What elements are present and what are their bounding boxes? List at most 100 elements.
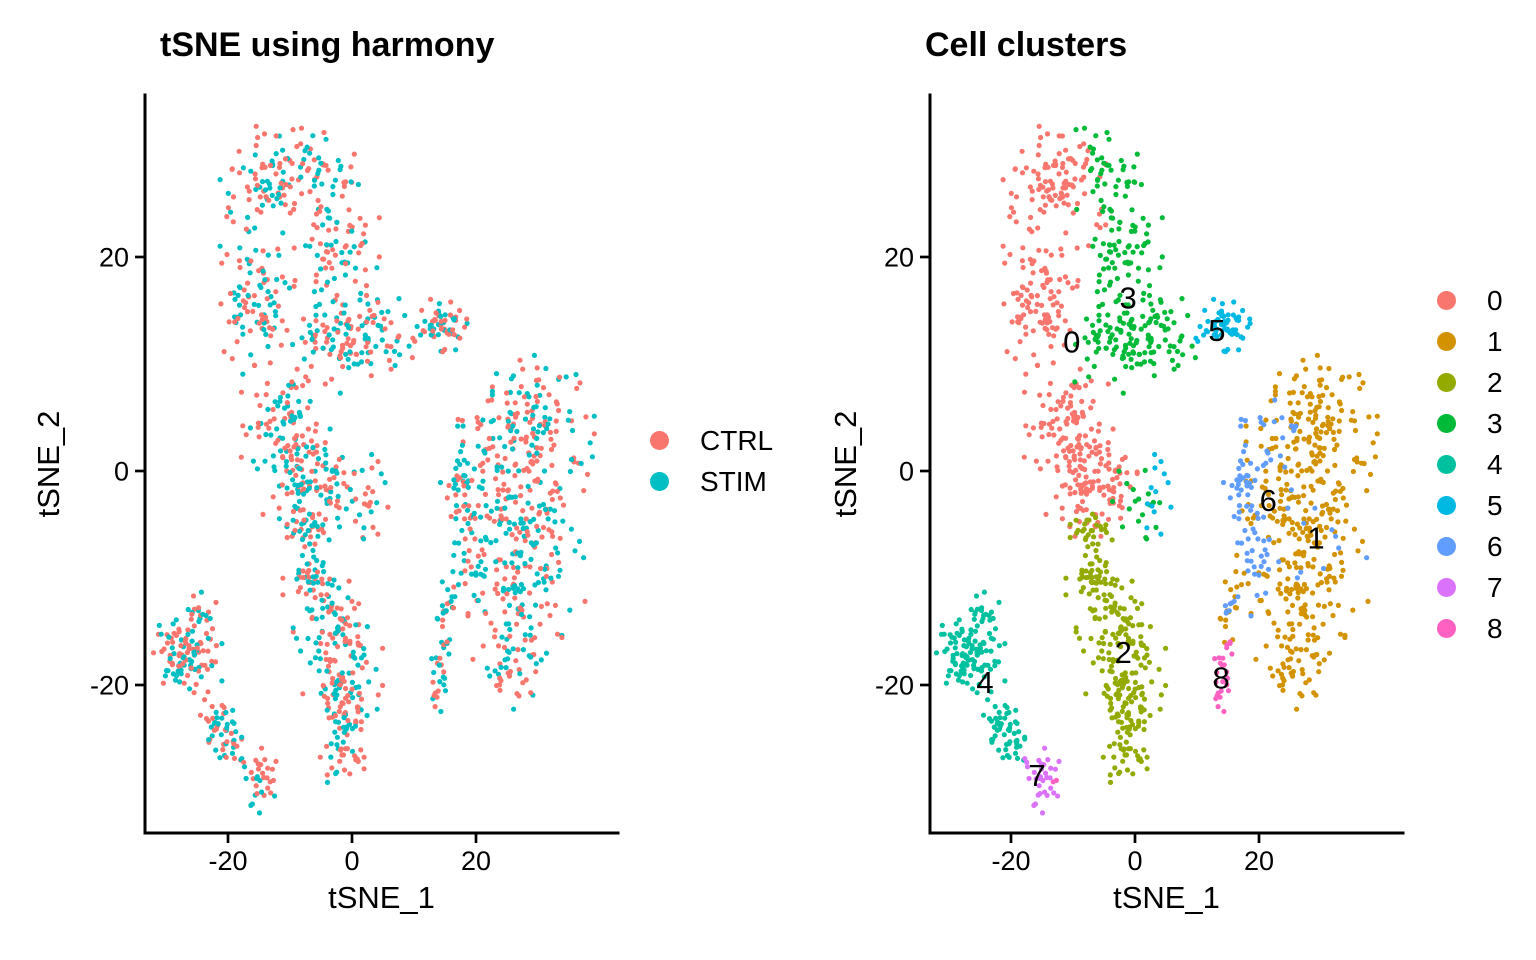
data-point: [1254, 510, 1260, 516]
data-point: [1036, 247, 1042, 253]
data-point: [972, 658, 978, 665]
data-point: [1336, 428, 1342, 434]
data-point: [1031, 352, 1037, 358]
left-yaxis-label: tSNE_2: [31, 410, 66, 518]
data-point: [1054, 464, 1060, 470]
data-point: [1091, 534, 1097, 540]
data-point: [1050, 302, 1056, 308]
data-point: [451, 485, 457, 491]
data-point: [1125, 272, 1131, 278]
data-point: [1266, 503, 1272, 509]
data-point: [1283, 596, 1289, 602]
data-point: [1096, 573, 1102, 579]
data-point: [1014, 755, 1021, 762]
data-point: [1313, 426, 1320, 432]
data-point: [1090, 398, 1096, 404]
data-point: [1070, 184, 1076, 190]
data-point: [250, 458, 256, 464]
data-point: [1149, 503, 1155, 509]
data-point: [317, 208, 323, 214]
legend-dot-icon: [1437, 414, 1456, 433]
data-point: [171, 630, 177, 636]
data-point: [1126, 331, 1132, 337]
data-point: [277, 160, 283, 167]
data-point: [351, 337, 357, 344]
data-point: [1300, 671, 1306, 677]
data-point: [522, 632, 528, 638]
data-point: [242, 304, 248, 311]
data-point: [1158, 322, 1164, 328]
data-point: [254, 207, 260, 213]
data-point: [1135, 518, 1142, 524]
data-point: [289, 379, 295, 385]
data-point: [1292, 560, 1298, 566]
data-point: [1074, 283, 1080, 289]
data-point: [329, 265, 335, 271]
data-point: [252, 171, 258, 177]
data-point: [327, 631, 333, 638]
data-point: [1089, 322, 1096, 328]
data-point: [1053, 494, 1059, 500]
data-point: [543, 650, 550, 656]
data-point: [480, 478, 486, 484]
data-point: [248, 258, 254, 264]
data-point: [361, 646, 367, 652]
data-point: [355, 326, 361, 332]
data-point: [1016, 729, 1022, 735]
data-point: [286, 285, 293, 291]
legend-label: 6: [1487, 530, 1503, 562]
data-point: [507, 633, 513, 639]
data-point: [1303, 508, 1309, 514]
data-point: [485, 457, 491, 463]
data-point: [388, 344, 394, 350]
data-point: [1047, 296, 1053, 302]
data-point: [329, 468, 335, 474]
data-point: [297, 528, 303, 534]
data-point: [257, 777, 263, 784]
data-point: [1158, 692, 1164, 698]
data-point: [356, 601, 362, 607]
data-point: [322, 440, 328, 446]
data-point: [353, 622, 359, 628]
data-point: [496, 415, 502, 421]
data-point: [351, 470, 357, 477]
data-point: [1302, 611, 1308, 618]
data-point: [329, 765, 335, 771]
data-point: [496, 492, 502, 498]
data-point: [213, 709, 219, 716]
data-point: [439, 603, 445, 609]
data-point: [328, 607, 334, 613]
data-point: [1192, 355, 1198, 361]
data-point: [1002, 678, 1008, 684]
data-point: [1075, 435, 1081, 442]
data-point: [271, 300, 277, 306]
data-point: [1062, 482, 1068, 488]
data-point: [461, 483, 467, 489]
data-point: [1288, 468, 1294, 474]
data-point: [1348, 417, 1354, 423]
data-point: [1234, 485, 1240, 491]
data-point: [1053, 406, 1059, 413]
data-point: [1165, 480, 1171, 486]
data-point: [1128, 717, 1134, 724]
data-point: [1023, 423, 1029, 429]
y-tick-label: 20: [884, 243, 914, 273]
data-point: [328, 489, 334, 495]
data-point: [267, 162, 274, 168]
data-point: [1263, 643, 1269, 649]
data-point: [1236, 509, 1242, 515]
data-point: [1301, 484, 1307, 490]
data-point: [1144, 754, 1150, 760]
data-point: [500, 487, 506, 493]
data-point: [1361, 460, 1367, 467]
data-point: [176, 663, 182, 669]
data-point: [336, 456, 342, 462]
data-point: [1082, 335, 1088, 341]
data-point: [432, 316, 438, 323]
data-point: [442, 312, 448, 318]
data-point: [262, 458, 268, 464]
data-point: [1296, 461, 1302, 467]
data-point: [521, 394, 528, 400]
data-point: [238, 454, 244, 460]
